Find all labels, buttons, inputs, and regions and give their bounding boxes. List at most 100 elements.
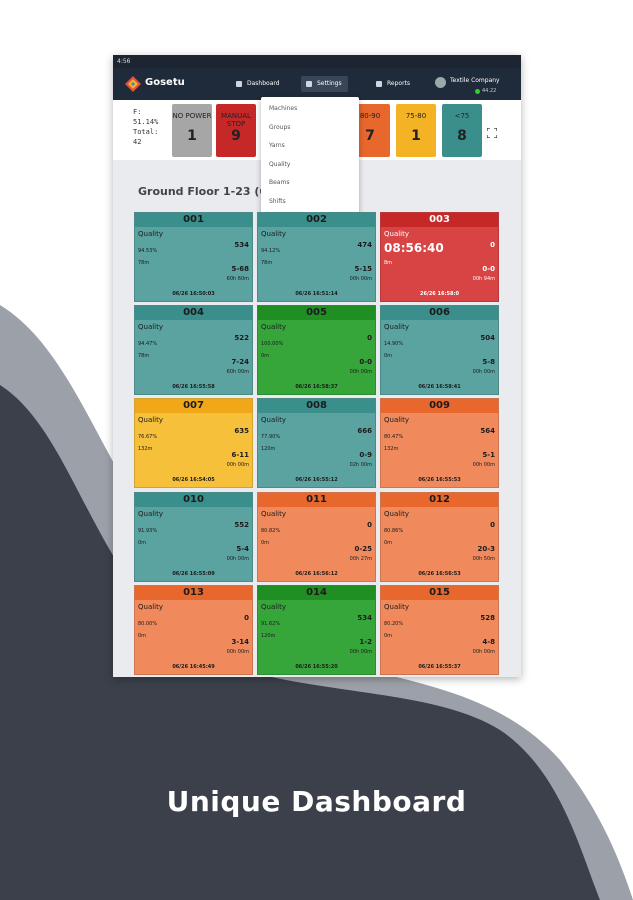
tile-meters: 0m (261, 539, 270, 546)
machine-tile[interactable]: 006 Quality 504 14.90% 0m 5-8 00h 00m 06/26 16:… (380, 305, 499, 396)
machine-tile[interactable]: 008 Quality 666 77.90% 120m 0-9 02h 00m 06/26 1… (257, 398, 376, 489)
status-count: 9 (231, 128, 241, 144)
tile-ratio: 7-24 (231, 358, 249, 367)
tile-ratio: 0-0 (482, 265, 495, 273)
tile-pct: 80.00% (138, 620, 158, 627)
machine-tile[interactable]: 013 Quality 0 80.00% 0m 3-14 00h 00m 06/26 16:4… (134, 584, 253, 675)
tile-quality: Quality (261, 509, 287, 518)
status-label: MANUAL STOP (221, 112, 251, 128)
nav-button[interactable]: Settings (301, 76, 348, 92)
tile-pct: 91.62% (261, 620, 281, 627)
tile-quality: Quality (138, 323, 164, 332)
nav-label: Reports (387, 80, 411, 87)
tile-meters: 0m (384, 632, 393, 639)
machine-tile[interactable]: 011 Quality 0 80.82% 0m 0-25 00h 27m 06/26 16:5… (257, 491, 376, 582)
status-label: 75-80 (405, 112, 427, 120)
tile-duration: 00h 00m (349, 369, 372, 376)
tile-count: 534 (234, 241, 249, 249)
tile-quality: Quality (384, 509, 410, 518)
machine-tile[interactable]: 005 Quality 0 100.00% 0m 0-0 00h 00m 06/26 16:5… (257, 305, 376, 396)
machine-tile[interactable]: 009 Quality 564 80.47% 132m 5-1 00h 00m 06/26 1… (380, 398, 499, 489)
status-bar: 4:56 (113, 55, 521, 68)
tile-ratio: 5-68 (231, 265, 249, 273)
tile-ratio: 5-1 (482, 451, 495, 460)
tile-pct: 80.47% (384, 434, 404, 441)
nav-icon (306, 81, 312, 87)
tile-ratio: 5-4 (236, 544, 249, 553)
tile-ratio: 20-3 (477, 544, 495, 553)
menu-item[interactable]: Beams (269, 179, 290, 186)
tile-meters: 78m (138, 353, 150, 360)
tile-id: 004 (135, 306, 252, 321)
tile-time: 06/26 16:55:37 (418, 663, 461, 670)
tile-time: 06/26 16:55:12 (295, 477, 338, 484)
status-card[interactable]: MANUAL STOP 9 (216, 104, 256, 157)
app-bar: Gosetu Textile Company 44.22 Dashboard Se… (113, 68, 521, 100)
tile-duration: 00h 00m (226, 555, 249, 562)
machine-tile[interactable]: 003 Quality 0 08:56:40 8m 0-0 00h 94m 26/26 16:… (380, 212, 499, 302)
tile-meters: 120m (261, 446, 276, 453)
menu-item[interactable]: Groups (269, 123, 291, 131)
tile-meters: 120m (261, 632, 276, 639)
machine-tile[interactable]: 002 Quality 474 94.12% 78m 5-15 00h 00m 06/26 1… (257, 212, 376, 302)
status-label: <75 (454, 112, 470, 120)
tile-id: 002 (258, 213, 375, 227)
machine-tile[interactable]: 014 Quality 534 91.62% 120m 1-2 00h 00m 06/26 1… (257, 584, 376, 675)
menu-item[interactable]: Machines (269, 105, 298, 112)
tile-count: 528 (480, 613, 495, 622)
machine-tile[interactable]: 004 Quality 522 94.47% 78m 7-24 60h 00m 06/26 1… (134, 305, 253, 396)
tile-duration: 00h 00m (472, 462, 495, 469)
summary-bar: F: 51.14% Total: 42 NO POWER 1 MANUAL STOP 9 80-… (113, 100, 521, 160)
nav-button[interactable]: Dashboard (231, 76, 286, 92)
tile-quality: Quality (384, 416, 410, 425)
tile-time: 06/26 16:58:41 (418, 384, 461, 391)
nav-icon (236, 81, 242, 87)
status-card[interactable]: 75-80 1 (396, 104, 436, 157)
menu-item[interactable]: Quality (269, 160, 291, 168)
tile-id: 003 (381, 213, 498, 227)
tile-duration: 00h 00m (226, 648, 249, 655)
machine-tile[interactable]: 007 Quality 635 76.67% 132m 6-11 00h 00m 06/26 … (134, 398, 253, 489)
tile-time: 06/26 16:56:53 (418, 570, 461, 577)
tile-pct: 76.67% (138, 434, 158, 441)
status-label: NO POWER (172, 112, 212, 120)
tile-id: 006 (381, 306, 498, 321)
tile-duration: 00h 94m (472, 276, 495, 282)
tile-quality: Quality (138, 416, 164, 425)
summary-line: 42 (133, 138, 142, 146)
tile-meters: 0m (261, 353, 270, 360)
tile-id: 014 (258, 585, 375, 600)
tile-quality: Quality (384, 602, 410, 611)
nav-icon (376, 81, 382, 87)
tile-count: 0 (367, 334, 372, 343)
machine-tile[interactable]: 012 Quality 0 80.86% 0m 20-3 00h 50m 06/26 16:5… (380, 491, 499, 582)
tile-pct: 91.93% (138, 527, 158, 534)
tile-ratio: 0-9 (359, 451, 372, 460)
tile-duration: 60h 60m (226, 276, 249, 282)
machine-tile[interactable]: 001 Quality 534 94.53% 78m 5-68 60h 60m 06/26 1… (134, 212, 253, 302)
tile-meters: 78m (261, 260, 273, 266)
menu-item[interactable]: Shifts (269, 197, 286, 205)
tile-ratio: 0-25 (354, 544, 372, 553)
machine-tile[interactable]: 015 Quality 528 80.20% 0m 4-8 00h 00m 06/26 16:… (380, 584, 499, 675)
status-card[interactable]: NO POWER 1 (172, 104, 212, 157)
tile-pct: 80.20% (384, 620, 404, 627)
section-title: Ground Floor 1-23 (64 (138, 185, 275, 198)
machine-tile[interactable]: 010 Quality 552 91.93% 0m 5-4 00h 00m 06/26 16:… (134, 491, 253, 582)
tile-duration: 00h 50m (472, 555, 495, 562)
company-sub: 44.22 (482, 88, 497, 94)
tile-time: 26/26 16:58:0 (420, 291, 459, 297)
nav-button[interactable]: Reports (371, 76, 416, 92)
expand-icon[interactable] (487, 128, 497, 138)
status-count: 1 (187, 128, 197, 144)
status-label: 80-90 (359, 112, 381, 120)
tile-count: 666 (357, 427, 372, 436)
tile-duration: 00h 00m (349, 276, 372, 282)
status-card[interactable]: <75 8 (442, 104, 482, 157)
tile-pct: 94.12% (261, 248, 281, 254)
tile-count: 522 (234, 334, 249, 343)
tile-time: 06/26 16:55:58 (172, 384, 215, 391)
menu-item[interactable]: Yarns (269, 142, 285, 149)
status-count: 1 (411, 128, 421, 144)
